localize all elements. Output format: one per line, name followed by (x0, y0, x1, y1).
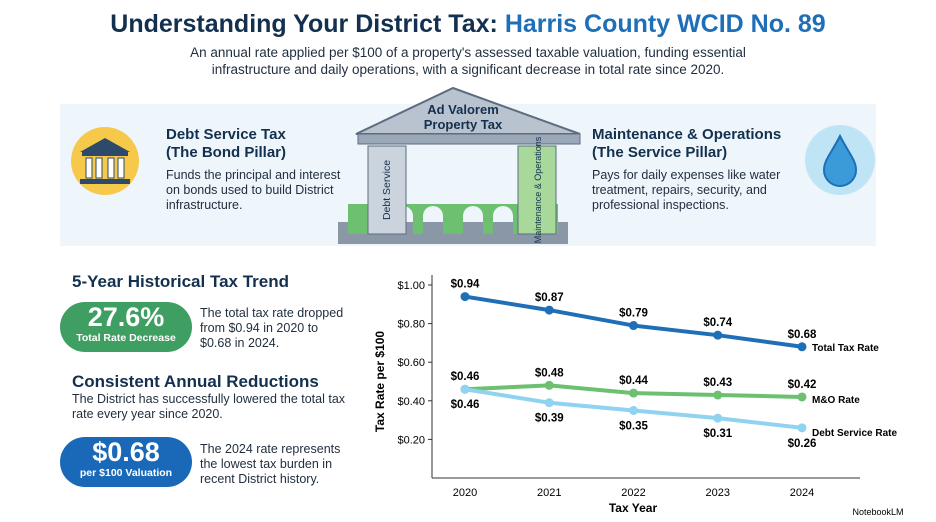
badge: 27.6% Total Rate Decrease (60, 302, 192, 352)
value-label: $0.26 (788, 438, 817, 450)
series-label: Debt Service Rate (812, 428, 897, 439)
footer: NotebookLM (852, 507, 903, 517)
y-tick-label: $0.80 (397, 319, 425, 331)
x-axis-label: Tax Year (609, 501, 658, 515)
x-tick-label: 2020 (453, 487, 477, 499)
point (797, 342, 807, 352)
x-tick-label: 2024 (790, 487, 814, 499)
water-icon (805, 125, 875, 195)
point (460, 292, 470, 302)
building: Ad Valorem Property Tax Debt Service Main… (338, 86, 581, 244)
value-label: $0.48 (535, 367, 564, 379)
trend-text: The District has successfully lowered th… (72, 392, 346, 421)
badge: $0.68 per $100 Valuation (60, 437, 192, 487)
badge-label: Total Rate Decrease (76, 332, 176, 344)
point (544, 380, 554, 390)
point (629, 405, 638, 415)
series-label: Total Tax Rate (812, 343, 879, 354)
value-label: $0.74 (703, 317, 732, 329)
y-tick-label: $1.00 (397, 280, 425, 292)
trend-text: The 2024 rate represents the lowest tax … (200, 442, 341, 486)
title: Understanding Your District Tax: Harris … (0, 10, 936, 39)
left-pillar: Debt Service Tax (The Bond Pillar) Funds… (166, 126, 351, 213)
series-label: M&O Rate (812, 395, 860, 406)
point (544, 305, 554, 315)
value-label: $0.87 (535, 292, 564, 304)
subtitle: An annual rate applied per $100 of a pro… (190, 45, 746, 77)
point (544, 398, 554, 408)
x-tick-label: 2023 (706, 487, 730, 499)
section-heading: Consistent Annual Reductions (72, 372, 319, 391)
value-label: $0.43 (703, 377, 732, 389)
x-tick-label: 2021 (537, 487, 561, 499)
y-tick-label: $0.40 (397, 396, 425, 408)
point (797, 392, 807, 402)
title-highlight: Harris County WCID No. 89 (504, 10, 826, 38)
pillar-subtitle: (The Service Pillar) (592, 144, 728, 161)
y-tick-label: $0.20 (397, 434, 425, 446)
point (629, 321, 638, 331)
pillar-subtitle: (The Bond Pillar) (166, 144, 286, 161)
value-label: $0.35 (619, 420, 648, 432)
value-label: $0.46 (451, 371, 480, 383)
pillar-text: Pays for daily expenses like water treat… (592, 168, 781, 212)
badge-value: 27.6% (87, 302, 165, 332)
value-label: $0.39 (535, 413, 564, 425)
value-label: $0.42 (788, 379, 817, 391)
value-label: $0.94 (451, 279, 480, 291)
point (713, 413, 723, 423)
point (797, 423, 807, 433)
x-tick-label: 2022 (621, 487, 645, 499)
y-tick-label: $0.60 (397, 357, 425, 369)
value-label: $0.68 (788, 329, 817, 341)
pillar-title: Debt Service Tax (166, 126, 286, 143)
value-label: $0.44 (619, 375, 648, 387)
section-heading: 5-Year Historical Tax Trend (72, 272, 289, 291)
pillar-text: Funds the principal and interest on bond… (166, 168, 341, 212)
pillar-title: Maintenance & Operations (592, 126, 782, 143)
value-label: $0.79 (619, 308, 648, 320)
column-label: Debt Service (381, 160, 393, 220)
trend-text: The total tax rate dropped from $0.94 in… (200, 306, 344, 350)
point (629, 388, 638, 398)
y-axis-label: Tax Rate per $100 (373, 331, 387, 432)
column-icon (71, 127, 139, 195)
value-label: $0.31 (703, 428, 732, 440)
roof-label: Ad Valorem Property Tax (424, 102, 503, 132)
title-prefix: Understanding Your District Tax: (110, 10, 498, 38)
point (713, 330, 723, 340)
right-pillar: Maintenance & Operations (The Service Pi… (592, 126, 807, 213)
value-label: $0.46 (451, 399, 480, 411)
column-label: Maintenance & Operations (533, 136, 543, 243)
badge-value: $0.68 (92, 437, 160, 467)
point (460, 384, 470, 394)
point (713, 390, 723, 400)
badge-label: per $100 Valuation (79, 467, 173, 479)
